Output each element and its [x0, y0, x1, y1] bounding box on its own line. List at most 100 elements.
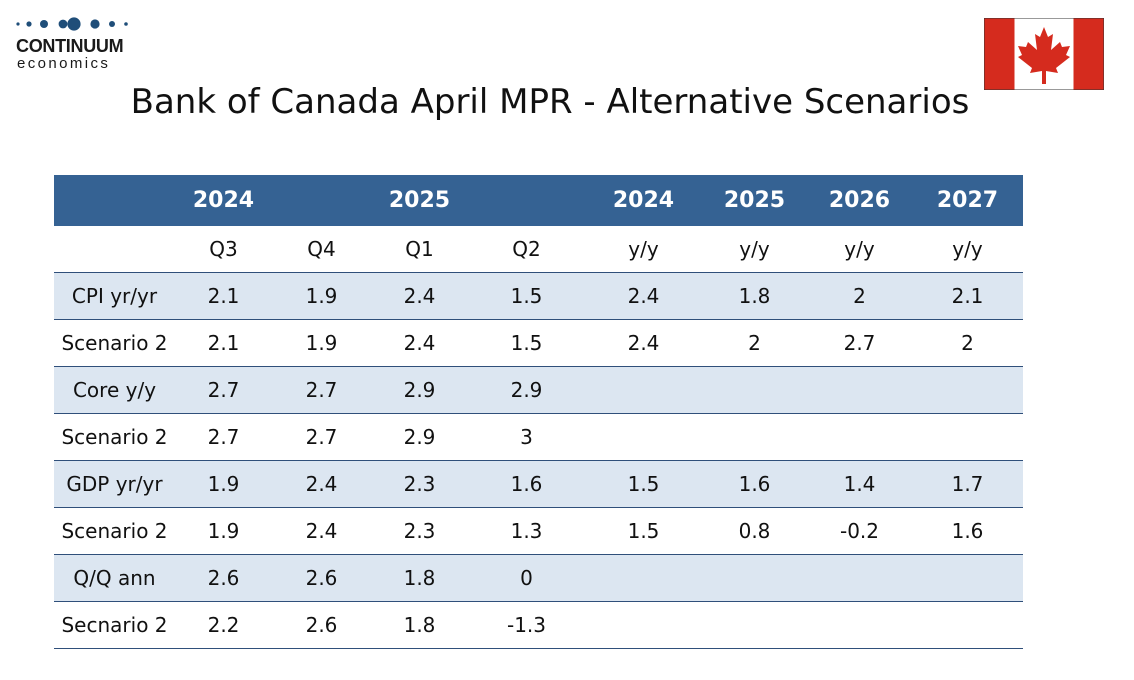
data-cell: 1.5	[468, 319, 585, 367]
period-corner	[54, 226, 175, 273]
row-label: Q/Q ann	[54, 554, 175, 602]
year-header-cell: 2027	[936, 188, 999, 213]
data-cell: 1.9	[175, 460, 272, 508]
table-row: Secnario 2 2.2 2.6 1.8 -1.3	[54, 601, 1023, 649]
data-cell: 2.2	[175, 601, 272, 649]
row-label: CPI yr/yr	[54, 272, 175, 320]
data-cell: 2.6	[272, 554, 371, 602]
period-header-cell: Q4	[272, 226, 371, 273]
year-header-cell: 2024	[612, 188, 675, 213]
data-cell: 2.1	[912, 272, 1023, 320]
table-row: Q/Q ann 2.6 2.6 1.8 0	[54, 554, 1023, 602]
data-cell: 1.8	[371, 601, 468, 649]
year-header-cell	[272, 175, 371, 226]
data-cell	[912, 554, 1023, 602]
data-cell	[807, 601, 912, 649]
data-cell: 2.7	[175, 413, 272, 461]
period-header-cell: y/y	[702, 226, 807, 273]
row-label: Scenario 2	[54, 413, 175, 461]
data-cell	[807, 554, 912, 602]
data-cell	[807, 413, 912, 461]
data-cell: 2.3	[371, 460, 468, 508]
logo-dots-icon	[16, 17, 128, 31]
data-cell: 2	[912, 319, 1023, 367]
period-header-cell: Q2	[468, 226, 585, 273]
canada-flag-icon	[984, 18, 1104, 90]
period-header-cell: y/y	[585, 226, 702, 273]
row-label: Core y/y	[54, 366, 175, 414]
year-header-cell: 2024	[192, 188, 255, 213]
data-cell: 1.9	[272, 272, 371, 320]
data-cell: 0.8	[702, 507, 807, 555]
logo-name: CONTINUUM	[16, 36, 124, 56]
data-cell	[585, 366, 702, 414]
data-cell: 2.9	[371, 366, 468, 414]
data-cell: -0.2	[807, 507, 912, 555]
table-row: Core y/y 2.7 2.7 2.9 2.9	[54, 366, 1023, 414]
data-cell: 1.8	[702, 272, 807, 320]
data-cell: 2.7	[272, 413, 371, 461]
data-cell: 2.6	[175, 554, 272, 602]
data-cell: 2.4	[585, 319, 702, 367]
data-cell: 1.8	[371, 554, 468, 602]
period-header-cell: y/y	[912, 226, 1023, 273]
period-header-cell: Q1	[371, 226, 468, 273]
data-cell	[912, 413, 1023, 461]
row-label: Scenario 2	[54, 507, 175, 555]
data-cell: 2.6	[272, 601, 371, 649]
data-cell: 1.3	[468, 507, 585, 555]
scenario-table: 2024 2025 2024 2025 2026 2027 Q3 Q4 Q1 Q…	[54, 175, 1023, 649]
data-cell: 1.9	[175, 507, 272, 555]
data-cell	[585, 601, 702, 649]
year-header-cell: 2026	[828, 188, 891, 213]
row-label: GDP yr/yr	[54, 460, 175, 508]
data-cell: 2.9	[371, 413, 468, 461]
data-cell: 2.7	[175, 366, 272, 414]
data-cell	[702, 554, 807, 602]
data-cell	[702, 413, 807, 461]
data-cell: 3	[468, 413, 585, 461]
data-cell	[912, 366, 1023, 414]
data-cell: 1.5	[468, 272, 585, 320]
data-cell: 2.1	[175, 272, 272, 320]
data-cell: 0	[468, 554, 585, 602]
year-header-cell: 2025	[723, 188, 786, 213]
year-header-row: 2024 2025 2024 2025 2026 2027	[54, 175, 1023, 226]
data-cell: 2.4	[371, 272, 468, 320]
data-cell: -1.3	[468, 601, 585, 649]
data-cell: 2.1	[175, 319, 272, 367]
data-cell	[912, 601, 1023, 649]
year-header-cell	[468, 175, 585, 226]
year-header-cell: 2025	[388, 188, 451, 213]
data-cell	[702, 601, 807, 649]
period-header-cell: Q3	[175, 226, 272, 273]
data-cell: 2	[807, 272, 912, 320]
data-cell: 2.4	[272, 507, 371, 555]
table-row: Scenario 2 2.1 1.9 2.4 1.5 2.4 2 2.7 2	[54, 319, 1023, 367]
data-cell: 2.4	[272, 460, 371, 508]
data-cell	[702, 366, 807, 414]
data-cell: 1.4	[807, 460, 912, 508]
data-cell: 2.9	[468, 366, 585, 414]
data-cell: 1.5	[585, 460, 702, 508]
table-row: Scenario 2 1.9 2.4 2.3 1.3 1.5 0.8 -0.2 1.6	[54, 507, 1023, 555]
logo-subtitle: economics	[17, 55, 111, 72]
data-cell: 2.4	[371, 319, 468, 367]
period-header-cell: y/y	[807, 226, 912, 273]
continuum-logo: CONTINUUM economics	[16, 14, 146, 76]
data-cell: 1.7	[912, 460, 1023, 508]
data-cell: 2.7	[272, 366, 371, 414]
data-cell: 1.5	[585, 507, 702, 555]
data-cell: 2.4	[585, 272, 702, 320]
data-cell: 1.6	[468, 460, 585, 508]
data-cell: 1.9	[272, 319, 371, 367]
data-cell: 1.6	[702, 460, 807, 508]
data-cell: 2.7	[807, 319, 912, 367]
table-body: CPI yr/yr 2.1 1.9 2.4 1.5 2.4 1.8 2 2.1 Scenario …	[54, 272, 1023, 649]
table-row: GDP yr/yr 1.9 2.4 2.3 1.6 1.5 1.6 1.4 1.7	[54, 460, 1023, 508]
row-label: Scenario 2	[54, 319, 175, 367]
row-label: Secnario 2	[54, 601, 175, 649]
page-title: Bank of Canada April MPR - Alternative S…	[130, 82, 970, 122]
header-corner	[54, 175, 175, 226]
data-cell	[585, 413, 702, 461]
